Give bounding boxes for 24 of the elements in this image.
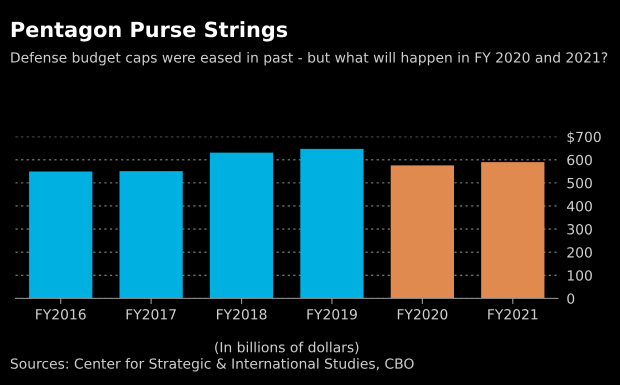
y-tick-label: 0 xyxy=(567,293,574,304)
y-tick-label: 100 xyxy=(568,270,592,281)
y-tick-label: 200 xyxy=(567,247,592,258)
bar xyxy=(119,171,183,298)
y-tick-label: 300 xyxy=(567,224,592,235)
bar xyxy=(390,165,454,298)
x-tick-label: FY2019 xyxy=(307,309,357,320)
y-tick-label: 600 xyxy=(567,154,592,166)
x-tick-label: FY2020 xyxy=(398,309,448,320)
source-note: Sources: Center for Strategic & International Studies, CBO xyxy=(10,358,414,372)
y-tick-label: $700 xyxy=(567,131,601,144)
chart-title: Pentagon Purse Strings xyxy=(12,21,288,42)
chart-subtitle: Defense budget caps were eased in past - but what will happen in FY 2020 and 2021? xyxy=(11,52,608,66)
x-tick-label: FY2017 xyxy=(126,309,176,320)
x-tick-label: FY2021 xyxy=(488,309,538,320)
bar xyxy=(481,162,544,298)
y-tick-label: 400 xyxy=(567,200,592,212)
bar xyxy=(300,148,364,298)
bar xyxy=(29,172,92,298)
x-axis-title: (In billions of dollars) xyxy=(215,342,358,354)
x-tick-label: FY2016 xyxy=(36,309,86,320)
bar xyxy=(210,152,274,298)
x-tick-label: FY2018 xyxy=(216,309,266,320)
y-tick-label: 500 xyxy=(567,178,592,188)
